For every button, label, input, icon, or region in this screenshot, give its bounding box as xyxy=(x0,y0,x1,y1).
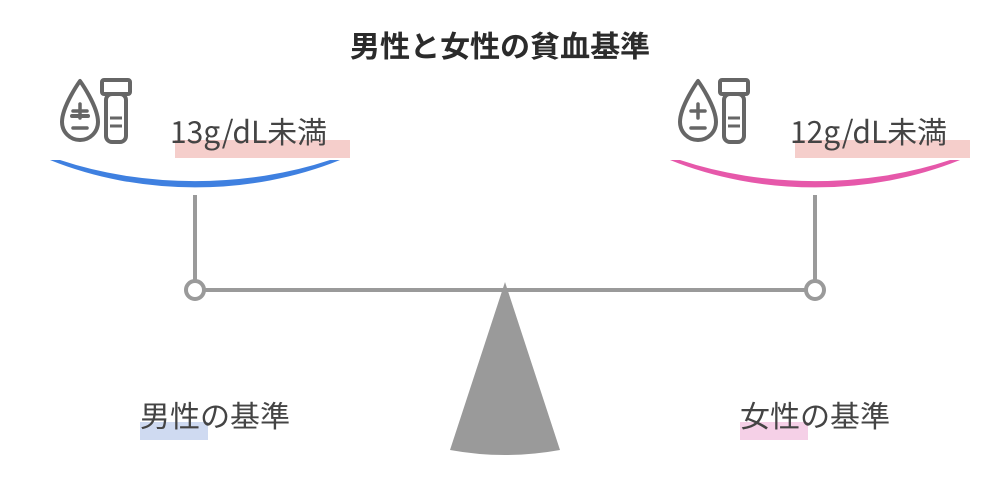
pan-left xyxy=(50,160,340,187)
value-left: 13g/dL未満 xyxy=(170,108,327,152)
category-right: 女性の基準 xyxy=(740,392,890,436)
pan-right xyxy=(670,160,960,187)
blood-test-icon xyxy=(680,80,748,142)
blood-test-icon xyxy=(62,80,130,142)
diagram-stage: 13g/dL未満 12g/dL未満 男性の基準 女性の基準 xyxy=(40,60,960,480)
category-left: 男性の基準 xyxy=(140,392,290,436)
value-right: 12g/dL未満 xyxy=(790,108,947,152)
